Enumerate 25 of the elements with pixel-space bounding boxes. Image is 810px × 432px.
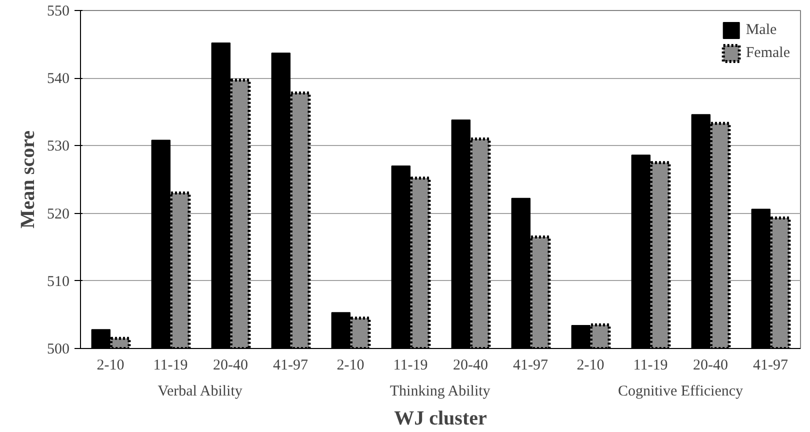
x-tick-label: 11-19 [633,358,668,374]
text: Cognitive Efficiency [618,384,744,400]
y-tick-label: 510 [47,274,70,290]
text: Thinking Ability [390,384,491,400]
x-tick-label: 11-19 [153,358,188,374]
text: Verbal Ability [158,384,243,400]
x-axis-title: WJ cluster [394,408,487,430]
y-tick-label: 520 [47,206,70,222]
x-tick-label: 41-97 [273,358,308,374]
x-tick-label: 20-40 [693,358,728,374]
x-tick-label: 20-40 [453,358,488,374]
y-tick-label: 550 [47,4,70,20]
x-tick-label: 2-10 [576,358,604,374]
x-tick-label: 11-19 [393,358,428,374]
y-tick-label: 540 [47,71,70,88]
y-tick-label: 530 [47,138,70,155]
x-tick-label: 41-97 [513,358,548,374]
x-tick-label: 20-40 [213,358,248,374]
x-tick-label: 41-97 [753,358,788,374]
legend-label: Male [746,22,777,38]
y-axis-title: Mean score [17,130,39,228]
x-tick-label: 2-10 [336,358,364,374]
y-tick-label: 500 [47,342,70,358]
x-tick-label: 2-10 [96,358,124,374]
legend-label: Female [746,44,790,62]
